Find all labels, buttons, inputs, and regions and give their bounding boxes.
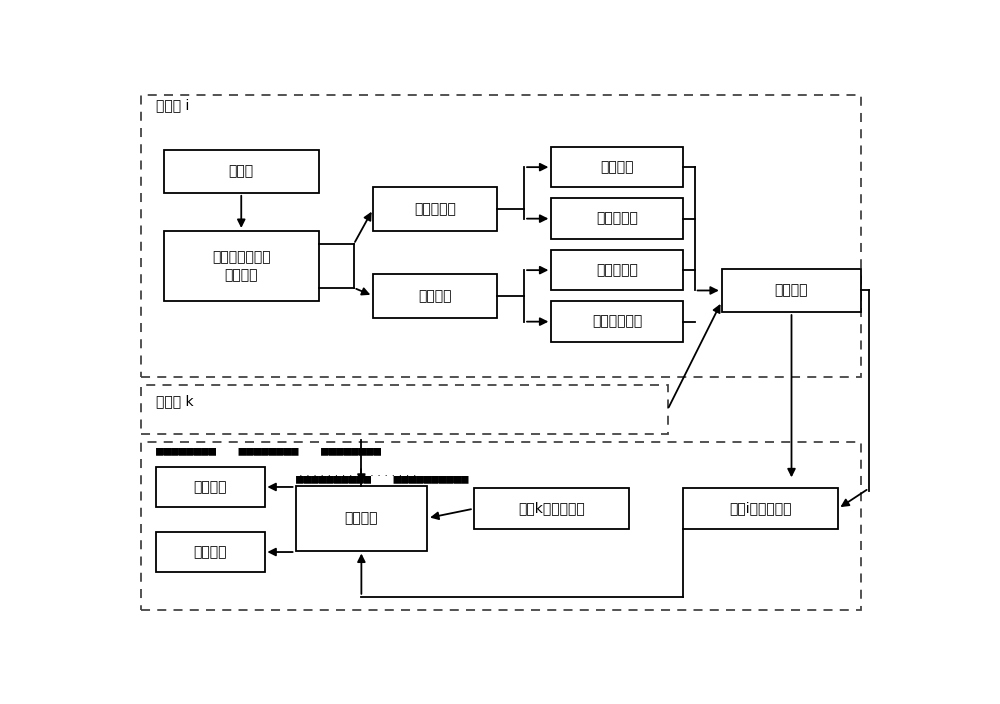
Text: 节点选择: 节点选择 <box>345 511 378 525</box>
Text: 摄像头 i: 摄像头 i <box>156 98 189 112</box>
Bar <box>140 95 861 377</box>
Bar <box>156 532 264 572</box>
Text: 节点k的置信测度: 节点k的置信测度 <box>518 502 585 515</box>
Bar <box>373 187 497 231</box>
Bar <box>164 149 319 193</box>
Text: 跟踪交接: 跟踪交接 <box>194 545 227 559</box>
Text: 目标尺寸: 目标尺寸 <box>600 160 634 174</box>
Bar <box>551 199 683 239</box>
Bar <box>164 231 319 301</box>
Text: 色调直方图: 色调直方图 <box>596 212 638 226</box>
Bar <box>551 147 683 187</box>
Text: 摄像头 k: 摄像头 k <box>156 395 194 408</box>
Text: ■■■■■■■■■■   ■■■■■■■■■■: ■■■■■■■■■■ ■■■■■■■■■■ <box>296 472 468 486</box>
Bar <box>551 250 683 291</box>
Text: 节点i的置信测度: 节点i的置信测度 <box>729 502 792 515</box>
Bar <box>156 467 264 508</box>
Bar <box>683 489 838 529</box>
Bar <box>140 385 668 434</box>
Text: 目标关联: 目标关联 <box>775 284 808 298</box>
Bar <box>551 301 683 342</box>
Text: 目标轨迹: 目标轨迹 <box>194 480 227 494</box>
Text: ■■■■■■■■   ■■■■■■■■   ■■■■■■■■: ■■■■■■■■ ■■■■■■■■ ■■■■■■■■ <box>156 444 381 457</box>
Bar <box>373 275 497 318</box>
Text: 跟踪不确定性: 跟踪不确定性 <box>592 315 642 329</box>
Text: 自适应高斯混合
背景建模: 自适应高斯混合 背景建模 <box>212 250 271 282</box>
Text: 目标块提取: 目标块提取 <box>414 202 456 216</box>
Text: 单应性变换: 单应性变换 <box>596 263 638 277</box>
Bar <box>140 442 861 610</box>
Text: 帧重构: 帧重构 <box>229 164 254 178</box>
Text: · · · · · · · ·   · · · · · · · ·: · · · · · · · · · · · · · · · · <box>299 471 417 481</box>
Text: 运动预测: 运动预测 <box>418 289 452 303</box>
Bar <box>722 269 861 312</box>
Bar <box>474 489 629 529</box>
Bar <box>296 486 427 551</box>
